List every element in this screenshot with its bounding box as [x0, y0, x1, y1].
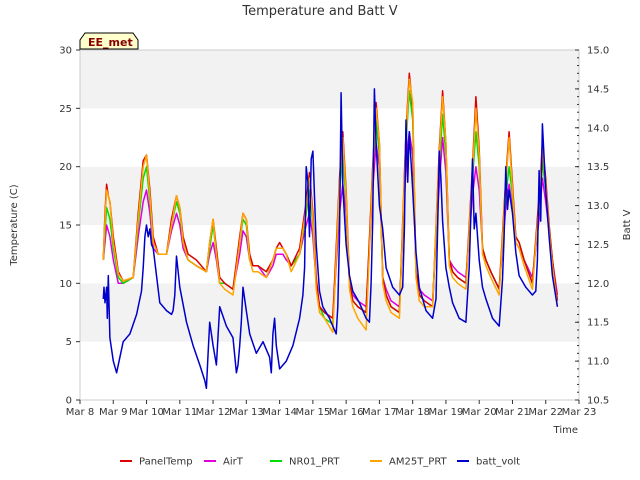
y2-tick-label: 10.5 [587, 396, 609, 407]
x-tick-label: Mar 19 [429, 407, 464, 418]
x-tick-label: Mar 11 [162, 407, 197, 418]
x-tick-label: Mar 14 [262, 407, 297, 418]
x-tick-label: Mar 20 [462, 407, 497, 418]
legend-label: PanelTemp [139, 457, 193, 468]
x-tick-label: Mar 18 [395, 407, 430, 418]
site-label: EE_met [88, 36, 133, 49]
y-tick-label: 10 [59, 279, 72, 290]
series-line-am25t-prt [102, 78, 559, 334]
x-tick-label: Mar 8 [66, 407, 94, 418]
x-tick-label: Mar 15 [295, 407, 330, 418]
grid-band [80, 108, 579, 167]
y-tick-label: 5 [66, 337, 72, 348]
y-axis-right: 10.5 11.0 11.5 12.0 12.5 13.0 13.5 14.0 14.5 15.0 [575, 46, 609, 407]
x-tick-label: Mar 10 [129, 407, 164, 418]
legend-label: batt_volt [476, 457, 520, 468]
grid-band [80, 166, 579, 225]
grid-band [80, 341, 579, 400]
grid-band [80, 50, 579, 109]
y2-tick-label: 12.0 [587, 279, 609, 290]
y-tick-label: 25 [59, 104, 72, 115]
y-tick-label: 15 [59, 221, 72, 232]
y2-tick-label: 11.0 [587, 357, 609, 368]
x-tick-label: Mar 12 [196, 407, 231, 418]
y2-tick-label: 14.0 [587, 123, 609, 134]
y2-tick-label: 13.5 [587, 162, 609, 173]
x-tick-label: Mar 9 [99, 407, 127, 418]
series-line-batt-volt [102, 88, 559, 390]
y2-tick-label: 11.5 [587, 318, 609, 329]
y2-axis-label: Batt V [622, 209, 633, 240]
y-tick-label: 0 [66, 396, 72, 407]
y-tick-label: 20 [59, 162, 72, 173]
y2-tick-label: 12.5 [587, 240, 609, 251]
site-label-box: EE_met [79, 32, 139, 50]
x-tick-label: Mar 13 [229, 407, 264, 418]
x-tick-label: Mar 17 [362, 407, 397, 418]
chart-title: Temperature and Batt V [241, 4, 397, 19]
y2-tick-label: 14.5 [587, 84, 609, 95]
x-tick-label: Mar 16 [329, 407, 364, 418]
background-bands [80, 50, 579, 400]
x-tick-label: Mar 21 [495, 407, 530, 418]
legend-label: NR01_PRT [289, 457, 340, 468]
legend: PanelTemp AirT NR01_PRT AM25T_PRT batt_volt [120, 457, 520, 468]
series-layer [102, 72, 559, 390]
x-axis-label: Time [553, 425, 578, 436]
site-label-badge [79, 32, 139, 50]
x-tick-label: Mar 23 [562, 407, 597, 418]
y-axis-left: 0 5 10 15 20 25 30 [59, 46, 80, 407]
y2-tick-label: 15.0 [587, 46, 609, 57]
y-axis-label: Temperature (C) [9, 184, 20, 266]
x-tick-label: Mar 22 [528, 407, 563, 418]
y-tick-label: 30 [59, 46, 72, 57]
legend-label: AM25T_PRT [389, 457, 448, 468]
grid-band [80, 283, 579, 342]
y2-tick-label: 13.0 [587, 201, 609, 212]
legend-label: AirT [223, 457, 244, 468]
